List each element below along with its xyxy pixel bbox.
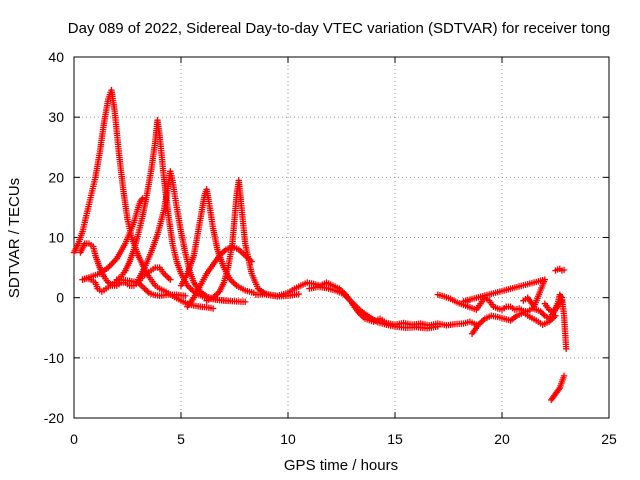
data-point bbox=[141, 285, 148, 292]
series-midday bbox=[252, 279, 480, 329]
data-point-trail bbox=[144, 288, 151, 295]
x-axis-label: GPS time / hours bbox=[284, 457, 398, 474]
data-point bbox=[434, 323, 441, 330]
series-late-rise bbox=[548, 372, 568, 404]
y-tick-label: 10 bbox=[48, 230, 64, 246]
x-tick-label: 15 bbox=[387, 431, 403, 447]
series-isolated bbox=[460, 276, 548, 310]
x-tick-label: 0 bbox=[70, 431, 78, 447]
data-points bbox=[70, 86, 570, 404]
data-point bbox=[560, 372, 568, 380]
series-arc-g bbox=[184, 243, 255, 310]
data-point bbox=[560, 266, 568, 274]
series-arc-e bbox=[177, 186, 257, 297]
data-point bbox=[537, 308, 544, 315]
series-late-flat bbox=[552, 265, 568, 274]
data-point-trail bbox=[540, 311, 547, 318]
data-point bbox=[139, 195, 146, 202]
data-point-trail bbox=[538, 309, 546, 317]
x-tick-label: 5 bbox=[177, 431, 185, 447]
data-point bbox=[167, 276, 174, 283]
y-tick-label: 0 bbox=[56, 290, 64, 306]
x-tick-label: 25 bbox=[601, 431, 617, 447]
y-tick-label: 30 bbox=[48, 109, 64, 125]
series-arc-b bbox=[113, 116, 232, 304]
series-midday-lower bbox=[306, 283, 441, 332]
y-tick-label: 40 bbox=[48, 49, 64, 65]
data-point bbox=[563, 345, 570, 353]
y-axis-label: SDTVAR / TECUs bbox=[6, 178, 23, 298]
data-point bbox=[242, 298, 249, 306]
chart-title: Day 089 of 2022, Sidereal Day-to-day VTE… bbox=[68, 20, 610, 37]
gridlines bbox=[74, 57, 609, 418]
series-arc-a bbox=[70, 86, 217, 312]
data-point bbox=[295, 290, 302, 298]
series-low-scatter bbox=[79, 275, 189, 300]
data-point-trail bbox=[142, 286, 150, 294]
x-tick-label: 20 bbox=[494, 431, 510, 447]
data-point bbox=[209, 305, 217, 312]
x-tick-label: 10 bbox=[280, 431, 296, 447]
data-point bbox=[248, 258, 255, 265]
data-point bbox=[464, 298, 471, 306]
y-tick-label: -10 bbox=[44, 350, 64, 366]
series-late-drop bbox=[541, 291, 570, 353]
y-tick-label: 20 bbox=[48, 169, 64, 185]
data-point bbox=[182, 292, 189, 300]
series-evening-lower bbox=[468, 309, 559, 337]
axis-ticks: 0 5 10 15 20 25 -20 -10 0 10 20 30 40 bbox=[44, 49, 617, 447]
y-tick-label: -20 bbox=[44, 410, 64, 426]
